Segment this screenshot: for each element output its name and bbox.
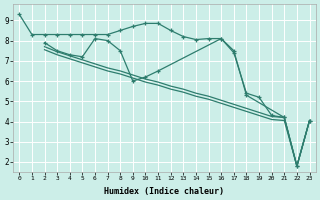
X-axis label: Humidex (Indice chaleur): Humidex (Indice chaleur) <box>104 187 224 196</box>
